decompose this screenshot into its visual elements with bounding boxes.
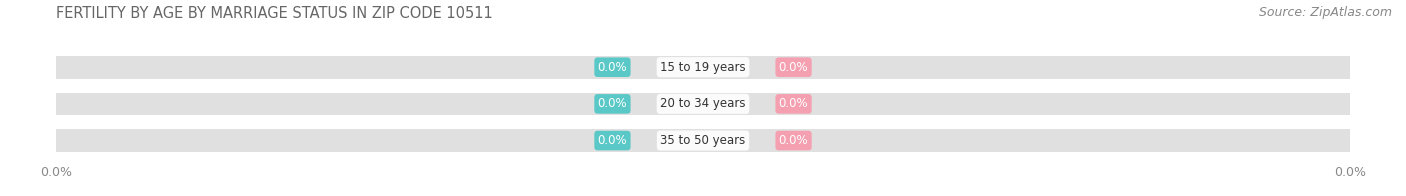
Text: 0.0%: 0.0%	[779, 97, 808, 110]
Text: 0.0%: 0.0%	[779, 61, 808, 74]
Bar	[56, 56, 1350, 79]
Text: 0.0%: 0.0%	[779, 134, 808, 147]
Text: 0.0%: 0.0%	[598, 97, 627, 110]
Text: FERTILITY BY AGE BY MARRIAGE STATUS IN ZIP CODE 10511: FERTILITY BY AGE BY MARRIAGE STATUS IN Z…	[56, 6, 494, 21]
Text: 0.0%: 0.0%	[598, 61, 627, 74]
Text: 20 to 34 years: 20 to 34 years	[661, 97, 745, 110]
Bar	[56, 93, 1350, 115]
Text: Source: ZipAtlas.com: Source: ZipAtlas.com	[1258, 6, 1392, 19]
Text: 15 to 19 years: 15 to 19 years	[661, 61, 745, 74]
Text: 35 to 50 years: 35 to 50 years	[661, 134, 745, 147]
Text: 0.0%: 0.0%	[598, 134, 627, 147]
Bar	[56, 129, 1350, 152]
